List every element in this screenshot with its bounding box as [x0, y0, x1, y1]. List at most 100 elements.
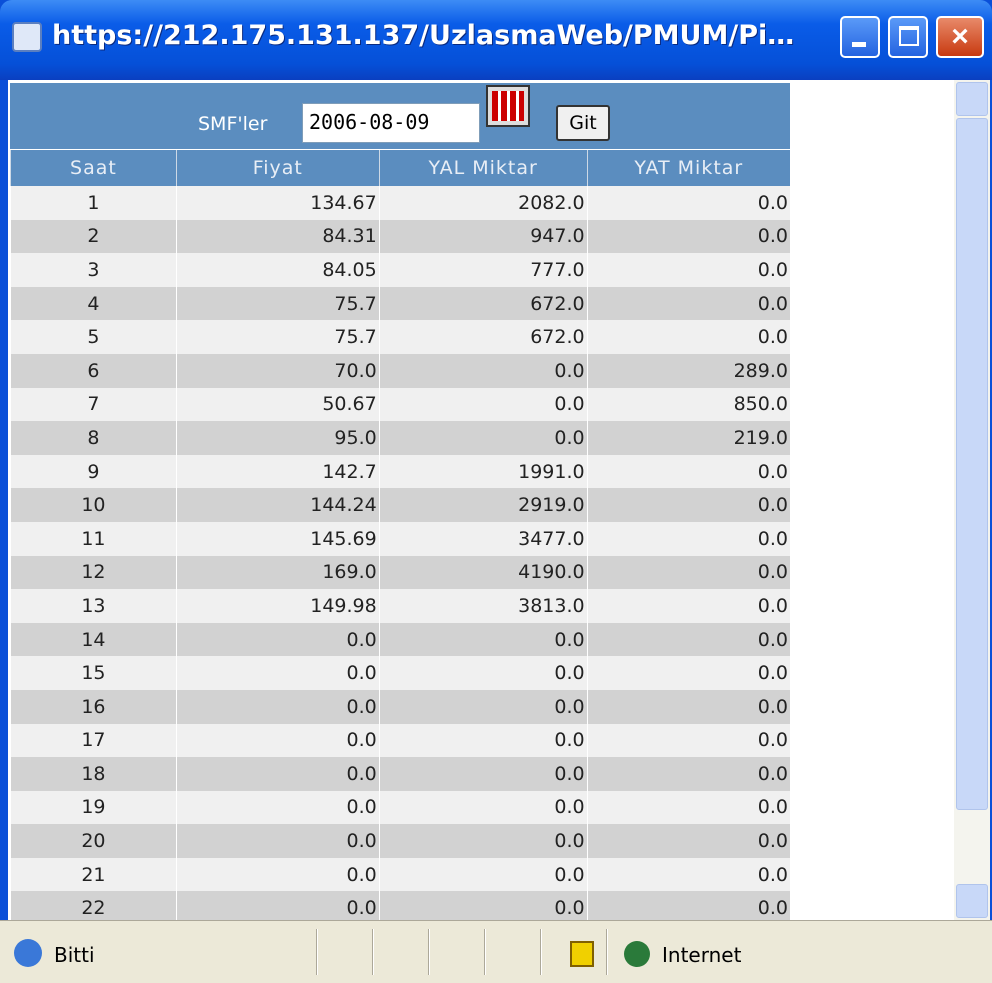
table-cell: 145.69: [175, 521, 380, 556]
table-cell: 0.0: [586, 454, 790, 489]
table-cell: 84.05: [175, 253, 380, 287]
table-row: 6 70.0 0.0 289.0: [10, 353, 790, 388]
table-cell: 0.0: [586, 186, 790, 220]
data-table: Saat Fiyat YAL Miktar YAT Miktar 1 134.67 208…: [10, 150, 790, 920]
filter-bar: SMF'ler 2006-08-09 Git: [10, 83, 790, 149]
table-cell: 12: [10, 555, 177, 590]
title-bar: https://212.175.131.137/UzlasmaWeb/PMUM/…: [0, 0, 992, 80]
table-cell: 0.0: [378, 891, 588, 920]
table-row: 4 75.7 672.0 0.0: [10, 286, 790, 321]
table-cell: 14: [10, 622, 177, 657]
table-cell: 0.0: [586, 824, 790, 858]
table-cell: 0.0: [175, 824, 380, 858]
table-cell: 4190.0: [378, 555, 588, 590]
scrollbar[interactable]: [954, 80, 990, 920]
status-bar: Bitti Internet: [0, 920, 992, 983]
table-cell: 0.0: [586, 488, 790, 522]
table-cell: 2: [10, 219, 177, 254]
table-cell: 0.0: [175, 656, 380, 690]
table-cell: 0.0: [378, 790, 588, 825]
table-cell: 6: [10, 353, 177, 388]
table-cell: 50.67: [175, 387, 380, 422]
table-cell: 4: [10, 286, 177, 321]
date-input[interactable]: 2006-08-09: [302, 103, 480, 143]
table-cell: 9: [10, 454, 177, 489]
table-row: 17 0.0 0.0 0.0: [10, 723, 790, 758]
calendar-button[interactable]: [486, 85, 530, 127]
scroll-down[interactable]: [956, 884, 988, 918]
table-cell: 0.0: [586, 723, 790, 758]
separator: [316, 929, 318, 975]
page-icon: [14, 939, 42, 967]
table-cell: 0.0: [586, 656, 790, 690]
table-cell: 16: [10, 689, 177, 724]
table-cell: 144.24: [175, 488, 380, 522]
scroll-up[interactable]: [956, 82, 988, 116]
separator: [372, 929, 374, 975]
table-cell: 0.0: [378, 824, 588, 858]
go-button[interactable]: Git: [556, 105, 610, 141]
table-cell: 0.0: [586, 622, 790, 657]
table-cell: 1991.0: [378, 454, 588, 489]
zone-icon: [624, 941, 650, 967]
table-cell: 0.0: [378, 689, 588, 724]
table-cell: 11: [10, 521, 177, 556]
table-cell: 0.0: [378, 723, 588, 758]
window-icon: [12, 22, 42, 52]
window-title: https://212.175.131.137/UzlasmaWeb/PMUM/…: [52, 20, 795, 51]
table-cell: 5: [10, 320, 177, 354]
table-row: 5 75.7 672.0 0.0: [10, 320, 790, 354]
separator: [606, 929, 608, 975]
table-cell: 22: [10, 891, 177, 920]
table-cell: 0.0: [378, 656, 588, 690]
table-cell: 15: [10, 656, 177, 690]
table-cell: 3813.0: [378, 589, 588, 623]
table-cell: 219.0: [586, 421, 790, 455]
table-cell: 672.0: [378, 286, 588, 321]
table-cell: 7: [10, 387, 177, 422]
separator: [484, 929, 486, 975]
table-row: 21 0.0 0.0 0.0: [10, 857, 790, 892]
table-cell: 0.0: [175, 622, 380, 657]
lock-icon: [570, 941, 594, 967]
table-cell: 0.0: [378, 857, 588, 892]
table-cell: 0.0: [378, 757, 588, 791]
table-row: 19 0.0 0.0 0.0: [10, 790, 790, 825]
table-cell: 75.7: [175, 320, 380, 354]
table-cell: 21: [10, 857, 177, 892]
table-row: 9 142.7 1991.0 0.0: [10, 454, 790, 489]
table-cell: 19: [10, 790, 177, 825]
scroll-thumb[interactable]: [956, 118, 988, 810]
table-cell: 0.0: [175, 790, 380, 825]
separator: [540, 929, 542, 975]
minimize-button[interactable]: [840, 16, 880, 58]
table-row: 1 134.67 2082.0 0.0: [10, 186, 790, 220]
maximize-button[interactable]: [888, 16, 928, 58]
table-cell: 0.0: [378, 387, 588, 422]
table-cell: 850.0: [586, 387, 790, 422]
zone-text: Internet: [662, 943, 742, 967]
table-cell: 777.0: [378, 253, 588, 287]
table-cell: 0.0: [378, 421, 588, 455]
table-row: 16 0.0 0.0 0.0: [10, 689, 790, 724]
table-cell: 95.0: [175, 421, 380, 455]
table-cell: 0.0: [586, 286, 790, 321]
table-cell: 142.7: [175, 454, 380, 489]
close-button[interactable]: ×: [936, 16, 984, 58]
table-cell: 2919.0: [378, 488, 588, 522]
table-cell: 134.67: [175, 186, 380, 220]
table-cell: 18: [10, 757, 177, 791]
table-cell: 8: [10, 421, 177, 455]
table-cell: 84.31: [175, 219, 380, 254]
table-body: 1 134.67 2082.0 0.0 2 84.31 947.0 0.0 3 84.05 777.…: [10, 186, 790, 920]
table-row: 14 0.0 0.0 0.0: [10, 622, 790, 657]
table-row: 10 144.24 2919.0 0.0: [10, 488, 790, 522]
separator: [428, 929, 430, 975]
table-cell: 0.0: [586, 253, 790, 287]
table-cell: 0.0: [586, 589, 790, 623]
table-cell: 2082.0: [378, 186, 588, 220]
table-cell: 0.0: [378, 353, 588, 388]
table-row: 13 149.98 3813.0 0.0: [10, 589, 790, 623]
table-cell: 947.0: [378, 219, 588, 254]
